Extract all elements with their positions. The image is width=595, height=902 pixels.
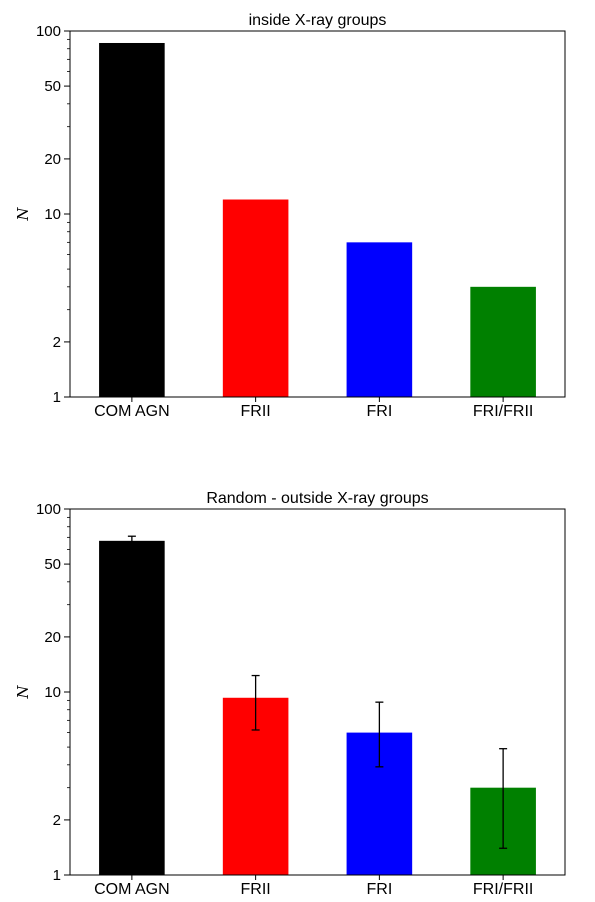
chart-title: Random - outside X-ray groups: [206, 490, 428, 507]
y-tick-label: 50: [44, 78, 61, 95]
chart-panel-inside: inside X-ray groups 1 2 10 20 50 100 COM AGN FRI…: [14, 12, 566, 420]
y-tick-label: 1: [53, 867, 61, 884]
y-tick-label: 100: [36, 23, 61, 40]
y-axis-label: N: [14, 207, 32, 222]
y-tick-label: 20: [44, 629, 61, 646]
bar-fri-frii: [470, 286, 536, 397]
y-tick-label: 50: [44, 556, 61, 573]
y-tick-label: 2: [53, 812, 61, 829]
bar-com-agn: [99, 42, 165, 397]
y-tick-label: 2: [53, 334, 61, 351]
x-tick-label: COM AGN: [94, 881, 170, 897]
x-tick-label: FRII: [241, 881, 271, 897]
bar-com-agn: [99, 540, 165, 875]
x-tick-label: FRI: [366, 881, 392, 897]
y-tick-label: 10: [44, 206, 61, 223]
bar-fri: [346, 242, 413, 397]
y-tick-label: 20: [44, 151, 61, 168]
chart-title: inside X-ray groups: [249, 12, 387, 29]
x-tick-label: FRI/FRII: [473, 881, 533, 897]
chart-panel-outside: Random - outside X-ray groups 1 2 10 20 50 100…: [14, 490, 566, 898]
x-tick-label: FRI/FRII: [473, 403, 533, 420]
y-tick-label: 10: [44, 684, 61, 701]
y-axis-label: N: [14, 685, 32, 700]
y-tick-label: 1: [53, 389, 61, 406]
bar-frii: [222, 199, 289, 397]
y-tick-label: 100: [36, 501, 61, 518]
x-tick-label: COM AGN: [94, 403, 170, 420]
x-tick-label: FRII: [241, 403, 271, 420]
x-tick-label: FRI: [366, 403, 392, 420]
